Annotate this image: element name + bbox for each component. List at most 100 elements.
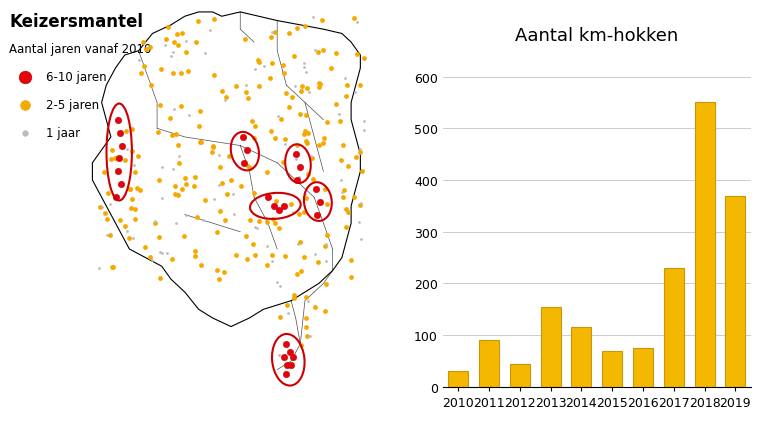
Point xyxy=(330,51,342,58)
Point xyxy=(159,42,171,49)
Point xyxy=(154,102,166,109)
Point xyxy=(221,191,233,198)
Point xyxy=(294,164,306,171)
Point xyxy=(218,269,230,276)
Point xyxy=(230,83,243,90)
Point xyxy=(310,186,323,193)
Point xyxy=(203,28,216,35)
Point xyxy=(349,90,361,97)
Point xyxy=(214,164,226,171)
Point xyxy=(249,252,261,258)
Point xyxy=(219,97,231,104)
Point xyxy=(289,83,301,90)
Point xyxy=(270,135,282,142)
Point xyxy=(124,186,136,193)
Point xyxy=(298,132,310,138)
Point xyxy=(243,95,255,102)
Point xyxy=(350,154,362,161)
Point xyxy=(95,204,108,211)
Point xyxy=(339,76,351,83)
Point xyxy=(149,218,161,225)
Bar xyxy=(602,351,622,387)
Point xyxy=(336,189,349,196)
Point xyxy=(223,153,235,160)
Point xyxy=(280,141,292,148)
Point xyxy=(353,149,366,156)
Text: 1 jaar: 1 jaar xyxy=(46,127,80,140)
Point xyxy=(240,89,253,96)
Point xyxy=(353,83,366,89)
Point xyxy=(340,93,352,100)
Point xyxy=(330,101,342,108)
Point xyxy=(270,198,283,205)
Point xyxy=(239,83,252,89)
Point xyxy=(106,264,119,271)
Point xyxy=(357,127,370,134)
Point xyxy=(98,169,110,175)
Point xyxy=(192,18,204,25)
Point xyxy=(206,144,219,151)
Point xyxy=(280,341,293,347)
Point xyxy=(210,229,223,236)
Text: 2-5 jaren: 2-5 jaren xyxy=(46,99,99,112)
Bar xyxy=(479,341,499,387)
Point xyxy=(149,220,161,227)
Point xyxy=(348,194,360,201)
Point xyxy=(99,210,112,217)
Point xyxy=(319,308,331,315)
Point xyxy=(277,62,290,69)
Point xyxy=(287,353,300,360)
Point xyxy=(298,61,310,68)
Point xyxy=(291,177,303,184)
Point xyxy=(298,128,310,135)
Point xyxy=(175,103,187,110)
Point xyxy=(300,69,313,76)
Point xyxy=(154,249,166,255)
Point xyxy=(209,196,221,203)
Point xyxy=(300,191,312,198)
Point xyxy=(288,292,300,298)
Point xyxy=(273,352,285,359)
Point xyxy=(239,134,251,141)
Point xyxy=(182,112,195,119)
Point xyxy=(309,251,321,258)
Point xyxy=(239,36,251,43)
Point xyxy=(266,258,278,264)
Point xyxy=(318,135,330,141)
Point xyxy=(294,111,306,118)
Point xyxy=(190,39,203,46)
Point xyxy=(282,310,294,316)
Point xyxy=(155,66,167,73)
Point xyxy=(194,139,206,146)
Point xyxy=(134,187,146,194)
Title: Aantal km-hokken: Aantal km-hokken xyxy=(515,27,678,45)
Point xyxy=(105,147,118,154)
Point xyxy=(126,148,139,155)
Point xyxy=(275,117,287,123)
Point xyxy=(340,224,352,230)
Point xyxy=(123,186,136,193)
Point xyxy=(213,152,225,159)
Point xyxy=(159,36,172,43)
Point xyxy=(302,171,314,178)
Point xyxy=(176,30,188,37)
Point xyxy=(284,201,296,208)
Point xyxy=(153,234,166,241)
Point xyxy=(350,19,363,26)
Point xyxy=(168,40,180,47)
Point xyxy=(196,217,209,224)
Point xyxy=(286,94,298,101)
Point xyxy=(179,38,192,45)
Point xyxy=(311,212,323,218)
Point xyxy=(192,123,205,130)
Point xyxy=(199,197,212,204)
Point xyxy=(301,141,313,147)
Point xyxy=(152,129,164,135)
Point xyxy=(354,146,367,153)
Point xyxy=(167,166,179,173)
Point xyxy=(166,132,179,139)
Point xyxy=(353,219,365,226)
Point xyxy=(252,58,264,64)
Point xyxy=(320,232,333,239)
Point xyxy=(300,112,312,119)
